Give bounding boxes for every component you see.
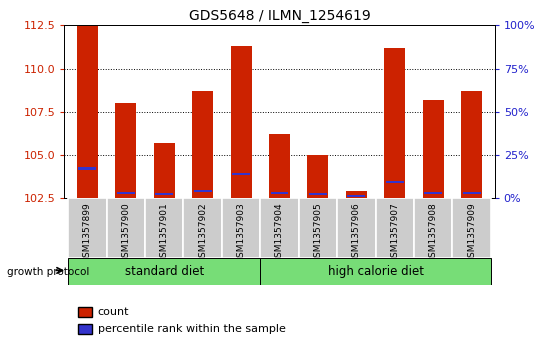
Bar: [461, 91, 482, 198]
Bar: [222, 198, 260, 258]
Bar: [115, 103, 136, 198]
Text: GSM1357901: GSM1357901: [160, 203, 169, 264]
Text: GSM1357904: GSM1357904: [275, 203, 284, 263]
Bar: [337, 198, 376, 258]
Bar: [346, 191, 367, 198]
Bar: [154, 143, 175, 198]
Text: high calorie diet: high calorie diet: [328, 265, 424, 278]
Text: standard diet: standard diet: [125, 265, 204, 278]
Bar: [386, 181, 404, 183]
Bar: [414, 198, 452, 258]
Bar: [68, 258, 260, 285]
Text: GSM1357899: GSM1357899: [83, 203, 92, 264]
Text: count: count: [98, 307, 129, 317]
Bar: [117, 192, 135, 194]
Bar: [347, 195, 366, 197]
Text: percentile rank within the sample: percentile rank within the sample: [98, 324, 286, 334]
Text: GSM1357902: GSM1357902: [198, 203, 207, 263]
Bar: [68, 198, 107, 258]
Text: GSM1357907: GSM1357907: [390, 203, 399, 264]
Text: GSM1357903: GSM1357903: [236, 203, 245, 264]
Text: GDS5648 / ILMN_1254619: GDS5648 / ILMN_1254619: [188, 9, 371, 23]
Bar: [269, 134, 290, 198]
Bar: [107, 198, 145, 258]
Bar: [193, 190, 212, 192]
Bar: [232, 173, 250, 175]
Bar: [183, 198, 222, 258]
Text: GSM1357900: GSM1357900: [121, 203, 130, 264]
Bar: [463, 192, 481, 194]
Bar: [309, 193, 327, 195]
Bar: [145, 198, 183, 258]
Bar: [271, 192, 288, 194]
Bar: [192, 91, 213, 198]
Text: GSM1357905: GSM1357905: [314, 203, 323, 264]
Text: GSM1357906: GSM1357906: [352, 203, 361, 264]
Bar: [260, 198, 299, 258]
Bar: [230, 46, 252, 198]
Bar: [423, 99, 444, 198]
Bar: [376, 198, 414, 258]
Bar: [307, 155, 329, 198]
Bar: [452, 198, 491, 258]
Bar: [384, 48, 405, 198]
Bar: [424, 192, 442, 194]
Bar: [299, 198, 337, 258]
Bar: [78, 167, 96, 170]
Text: GSM1357909: GSM1357909: [467, 203, 476, 264]
Bar: [155, 193, 173, 195]
Bar: [77, 25, 98, 198]
Text: GSM1357908: GSM1357908: [429, 203, 438, 264]
Bar: [260, 258, 491, 285]
Text: growth protocol: growth protocol: [7, 266, 89, 277]
